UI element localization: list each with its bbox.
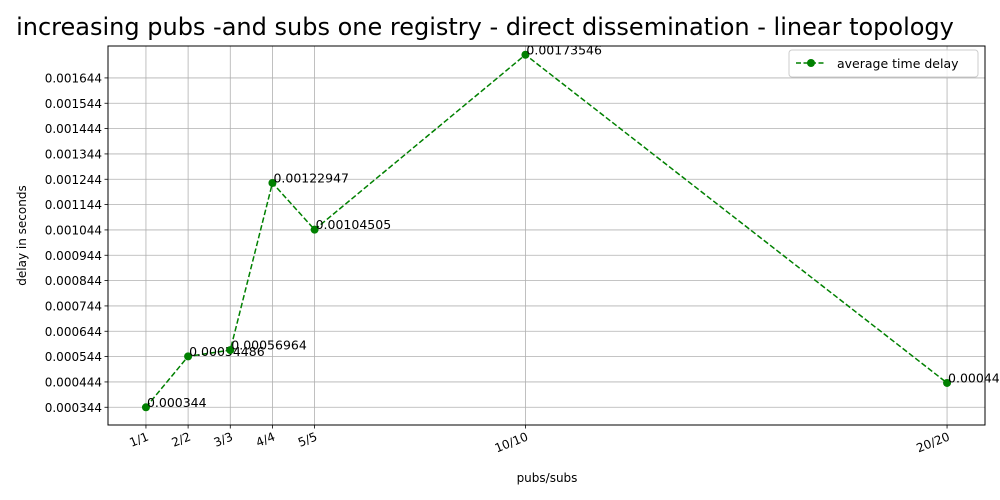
x-tick-label: 5/5 <box>296 430 319 450</box>
y-tick-label: 0.001344 <box>45 147 102 161</box>
y-tick-label: 0.000544 <box>45 350 102 364</box>
y-tick-label: 0.001644 <box>45 71 102 85</box>
data-point <box>943 378 952 387</box>
x-tick-label: 20/20 <box>914 430 951 456</box>
y-tick-label: 0.001444 <box>45 122 102 136</box>
data-label: 0.00122947 <box>273 170 349 185</box>
x-tick-label: 10/10 <box>493 430 530 456</box>
data-point <box>226 346 235 355</box>
x-axis-ticks: 1/1 2/2 3/3 4/4 5/5 10/10 20/20 <box>127 425 952 456</box>
x-axis-label: pubs/subs <box>517 471 578 485</box>
x-tick-label: 3/3 <box>212 430 235 450</box>
data-point <box>141 403 150 412</box>
y-tick-label: 0.001544 <box>45 97 102 111</box>
data-label: 0.00173546 <box>526 42 602 57</box>
data-label: 0.00104505 <box>316 217 392 232</box>
y-tick-label: 0.001044 <box>45 223 102 237</box>
plot-frame <box>107 45 986 426</box>
x-tick-label: 1/1 <box>127 430 150 450</box>
y-tick-label: 0.000444 <box>45 375 102 389</box>
data-label: 0.00056964 <box>231 338 307 353</box>
series: 0.0003440.000544860.000569640.001229470.… <box>141 42 1000 412</box>
data-label: 0.000344 <box>147 395 207 410</box>
legend-marker <box>807 59 815 67</box>
y-tick-label: 0.000944 <box>45 249 102 263</box>
x-tick-label: 4/4 <box>254 430 277 450</box>
data-point <box>184 352 193 361</box>
chart-title: increasing pubs -and subs one registry -… <box>16 13 954 41</box>
grid <box>108 46 985 425</box>
y-tick-label: 0.001144 <box>45 198 102 212</box>
legend-box <box>788 49 979 78</box>
y-tick-label: 0.000844 <box>45 274 102 288</box>
data-point <box>268 178 277 187</box>
y-tick-label: 0.000344 <box>45 401 102 415</box>
y-tick-label: 0.001244 <box>45 173 102 187</box>
data-point <box>310 225 319 234</box>
series-line <box>145 53 948 408</box>
legend-entry-average-time-delay: average time delay <box>837 56 959 71</box>
x-tick-label: 2/2 <box>170 430 193 450</box>
y-axis-label: delay in seconds <box>15 185 29 285</box>
y-tick-label: 0.000744 <box>45 299 102 313</box>
y-tick-label: 0.000644 <box>45 325 102 339</box>
data-label: 0.00044 <box>948 370 1000 385</box>
data-point <box>521 50 530 59</box>
y-axis-ticks: 0.000344 0.000444 0.000544 0.000644 0.000744… <box>45 71 108 415</box>
legend: average time delay <box>788 49 979 78</box>
